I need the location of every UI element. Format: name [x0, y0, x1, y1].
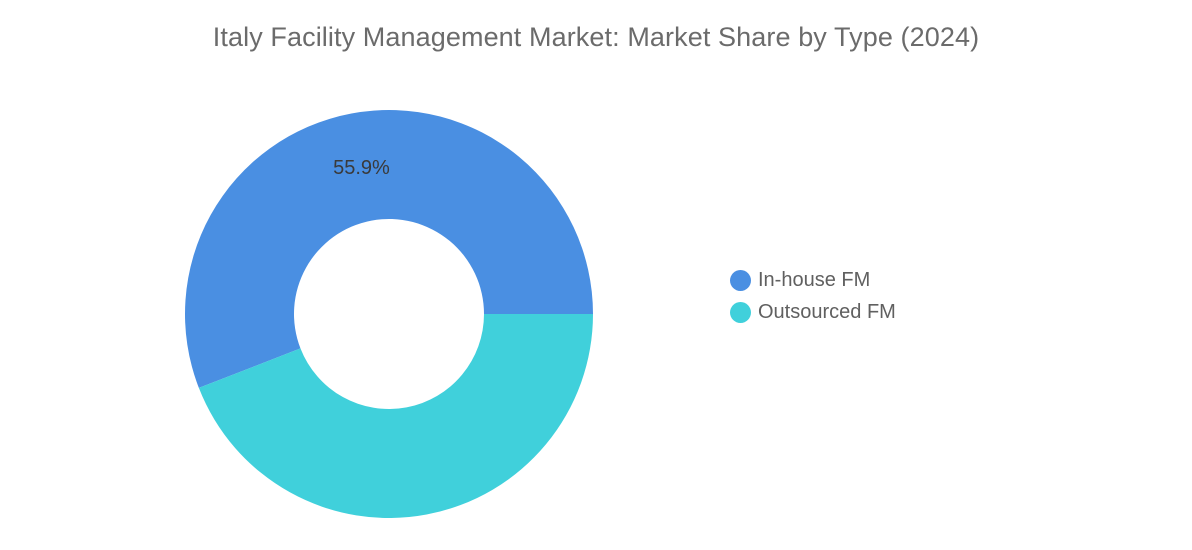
data-label-in-house: 55.9% [333, 157, 390, 179]
chart-title: Italy Facility Management Market: Market… [212, 22, 980, 52]
legend-swatch-in-house [730, 269, 751, 291]
donut-data-labels: 55.9% [333, 157, 390, 179]
legend-label-in-house: In-house FM [758, 268, 871, 291]
donut-slices [184, 109, 594, 518]
legend-item-outsourced[interactable]: Outsourced FM [730, 296, 896, 328]
chart-legend: In-house FM Outsourced FM [730, 264, 896, 328]
legend-item-in-house[interactable]: In-house FM [730, 264, 896, 296]
slice-outsourced[interactable] [198, 314, 594, 518]
legend-label-outsourced: Outsourced FM [758, 300, 896, 323]
slice-in-house[interactable] [184, 109, 593, 388]
legend-swatch-outsourced [730, 301, 751, 323]
